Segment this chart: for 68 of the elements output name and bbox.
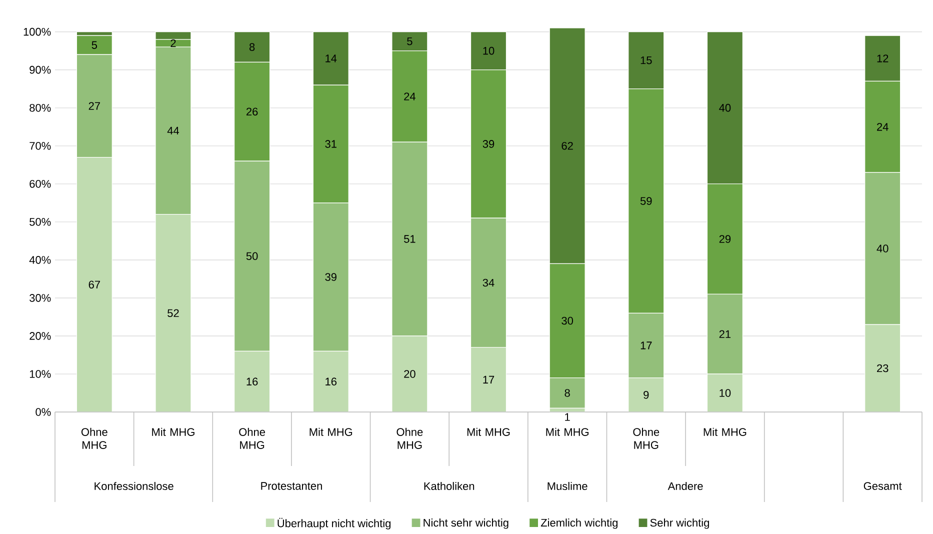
data-label: 51: [404, 235, 416, 243]
data-label: 31: [325, 140, 336, 148]
x-tick-label: Mit MHG: [310, 428, 352, 436]
text: Gesamt: [864, 482, 902, 490]
data-label: 5: [92, 41, 98, 49]
y-tick-label: 40%: [29, 256, 51, 264]
y-tick-label: 70%: [30, 142, 51, 150]
data-label: 30: [562, 316, 574, 325]
data-label: 39: [325, 273, 336, 281]
data-label: 39: [482, 140, 494, 148]
legend-label: Nicht sehr wichtig: [424, 518, 508, 529]
data-label: 40: [719, 104, 731, 112]
data-label: 27: [88, 102, 100, 110]
y-tick-label: 80%: [30, 104, 51, 112]
data-label: 50: [246, 252, 258, 260]
text: Konfessionslose: [94, 482, 174, 490]
data-label: 67: [88, 280, 100, 289]
y-tick-label: 90%: [30, 66, 51, 74]
data-label: 17: [640, 342, 652, 350]
data-label: 9: [644, 390, 649, 399]
data-label: 20: [404, 370, 416, 378]
x-tick-label: Ohne MHG: [239, 428, 266, 449]
data-label: 52: [168, 309, 179, 318]
text: Andere: [668, 482, 703, 490]
text: Katholiken: [424, 482, 474, 490]
data-label: 10: [483, 46, 494, 55]
legend-label: Ziemlich wichtig: [540, 518, 618, 529]
x-tick-label: Mit MHG: [467, 428, 510, 436]
x-tick-label: Ohne MHG: [633, 428, 660, 449]
data-label: 44: [167, 126, 180, 134]
data-label: 12: [877, 54, 888, 62]
x-tick-label: Mit MHG: [546, 428, 588, 436]
data-label: 8: [249, 43, 255, 51]
data-label: 24: [404, 92, 416, 100]
data-label: 21: [719, 330, 731, 338]
legend-label: Überhaupt nicht wichtig: [278, 518, 390, 530]
text: Protestanten: [261, 482, 322, 490]
data-label: 15: [640, 56, 652, 64]
data-label: 2: [170, 39, 176, 48]
x-tick-label: Ohne MHG: [81, 428, 108, 449]
data-label: 14: [326, 54, 337, 62]
data-label: 1: [565, 413, 570, 421]
data-label: 5: [407, 37, 412, 46]
data-label: 23: [877, 364, 888, 372]
y-tick-label: 50%: [30, 218, 51, 226]
data-label: 59: [640, 197, 652, 205]
data-label: 40: [876, 244, 888, 252]
y-tick-label: 30%: [30, 294, 51, 302]
y-tick-label: 100%: [24, 28, 51, 36]
data-label: 17: [483, 376, 494, 384]
y-tick-label: 0%: [36, 408, 51, 416]
legend-label: Sehr wichtig: [650, 518, 709, 529]
text: Muslime: [548, 482, 588, 490]
data-label: 8: [564, 389, 570, 397]
data-label: 16: [246, 378, 258, 386]
data-label: 16: [326, 378, 337, 386]
data-label: 26: [246, 108, 258, 116]
y-tick-label: 60%: [30, 180, 51, 188]
data-label: 29: [719, 235, 731, 243]
y-tick-label: 20%: [30, 332, 51, 340]
data-label: 24: [877, 123, 888, 131]
x-tick-label: Mit MHG: [152, 428, 194, 436]
data-label: 10: [720, 389, 731, 397]
y-tick-label: 10%: [30, 370, 51, 378]
x-tick-label: Ohne MHG: [396, 428, 423, 449]
data-label: 34: [482, 278, 494, 287]
x-tick-label: Mit MHG: [704, 428, 746, 436]
data-label: 62: [562, 142, 573, 150]
